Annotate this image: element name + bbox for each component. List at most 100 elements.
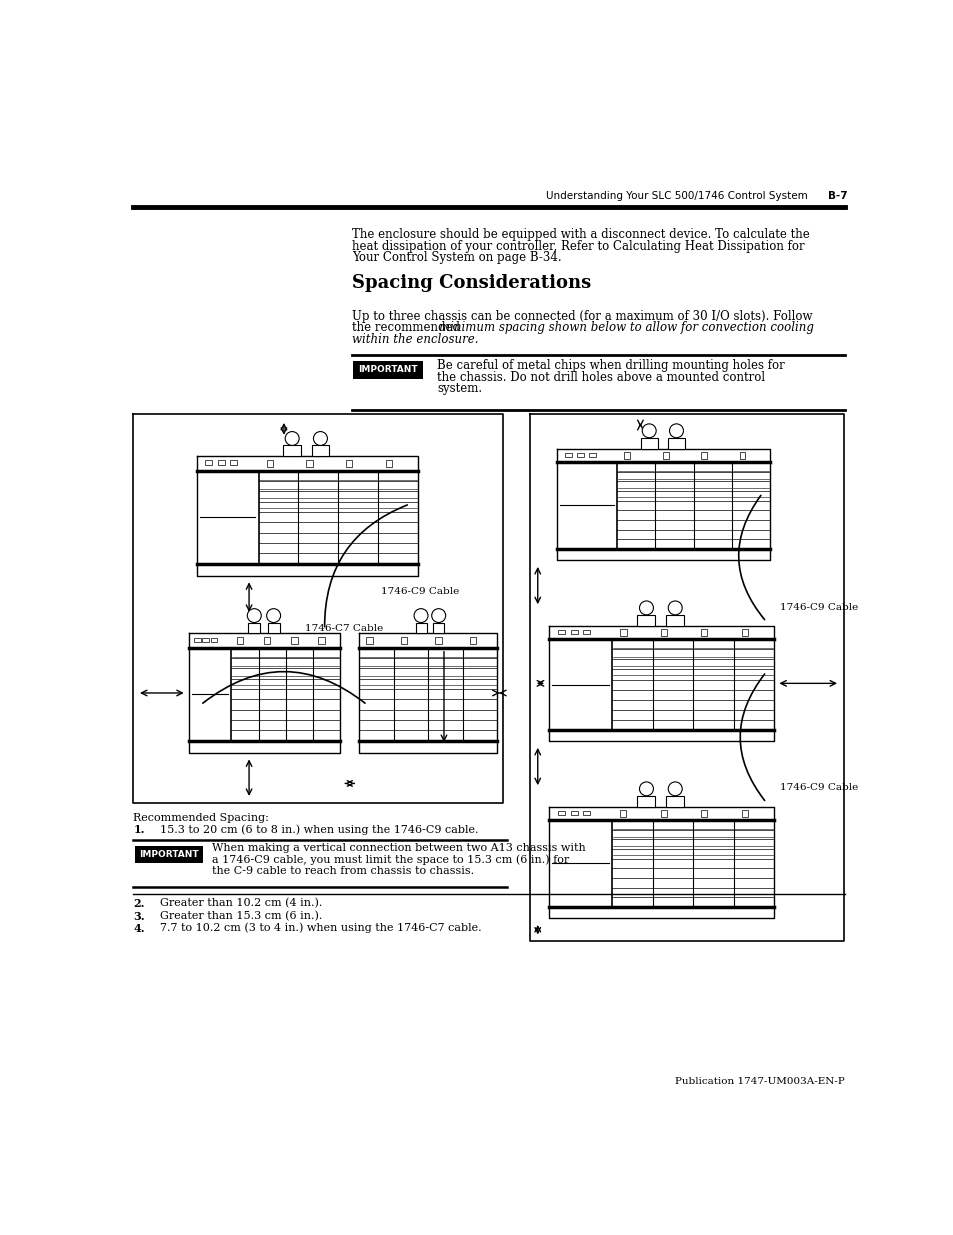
Text: the recommended: the recommended [352, 321, 463, 335]
Text: the C-9 cable to reach from chassis to chassis.: the C-9 cable to reach from chassis to c… [212, 866, 474, 876]
Bar [564, 452, 572, 457]
Bar [291, 637, 297, 643]
Bar [266, 459, 273, 467]
Bar [400, 637, 407, 643]
Text: Publication 1747-UM003A-EN-P: Publication 1747-UM003A-EN-P [674, 1077, 843, 1086]
Text: system.: system. [436, 383, 481, 395]
Bar [470, 637, 476, 643]
Bar [588, 452, 596, 457]
Bar [660, 629, 666, 636]
Text: 1746-C9 Cable: 1746-C9 Cable [779, 603, 857, 611]
Bar [211, 637, 217, 642]
Bar [267, 622, 279, 634]
Text: within the enclosure.: within the enclosure. [352, 333, 477, 346]
Text: 15.3 to 20 cm (6 to 8 in.) when using the 1746-C9 cable.: 15.3 to 20 cm (6 to 8 in.) when using th… [159, 824, 477, 835]
Bar [582, 810, 590, 815]
Bar [236, 637, 243, 643]
Bar [741, 629, 747, 636]
Text: 2.: 2. [133, 898, 145, 909]
Text: Your Control System on page B-34.: Your Control System on page B-34. [352, 252, 560, 264]
Text: 4.: 4. [133, 923, 145, 934]
Bar [637, 615, 655, 626]
Text: 7.7 to 10.2 cm (3 to 4 in.) when using the 1746-C7 cable.: 7.7 to 10.2 cm (3 to 4 in.) when using t… [159, 923, 480, 934]
Bar [312, 446, 329, 456]
Text: B-7: B-7 [827, 190, 847, 200]
Bar [385, 459, 392, 467]
Bar [700, 810, 706, 816]
Circle shape [432, 609, 445, 622]
Bar [667, 437, 684, 448]
Circle shape [669, 424, 682, 437]
Circle shape [314, 431, 327, 446]
Bar [700, 452, 706, 458]
Circle shape [639, 601, 653, 615]
Text: 1746-C9 Cable: 1746-C9 Cable [779, 783, 857, 793]
Text: 1746-C9 Cable: 1746-C9 Cable [381, 587, 459, 597]
Bar [665, 795, 683, 806]
Bar [570, 630, 577, 634]
Text: Understanding Your SLC 500/1746 Control System: Understanding Your SLC 500/1746 Control … [545, 190, 806, 200]
Bar [739, 452, 744, 458]
Text: the chassis. Do not drill holes above a mounted control: the chassis. Do not drill holes above a … [436, 370, 764, 384]
Bar [570, 810, 577, 815]
Circle shape [641, 424, 656, 437]
Bar [264, 637, 270, 643]
Bar [416, 622, 426, 634]
Circle shape [667, 782, 681, 795]
Circle shape [667, 601, 681, 615]
Bar [700, 629, 707, 636]
Text: Recommended Spacing:: Recommended Spacing: [133, 813, 269, 823]
Circle shape [639, 782, 653, 795]
Bar [248, 622, 260, 634]
Bar [660, 810, 666, 816]
Text: Spacing Considerations: Spacing Considerations [352, 274, 590, 293]
Text: heat dissipation of your controller, Refer to Calculating Heat Dissipation for: heat dissipation of your controller, Ref… [352, 240, 803, 253]
Bar [230, 461, 236, 464]
Bar [193, 637, 200, 642]
Bar [637, 795, 655, 806]
Bar [558, 810, 564, 815]
Text: Greater than 15.3 cm (6 in.).: Greater than 15.3 cm (6 in.). [159, 910, 321, 921]
FancyArrowPatch shape [740, 674, 764, 800]
Bar [346, 459, 352, 467]
Text: 3.: 3. [133, 910, 145, 921]
Bar [318, 637, 324, 643]
Bar [306, 459, 313, 467]
Circle shape [414, 609, 428, 622]
Bar [577, 452, 583, 457]
Circle shape [285, 431, 299, 446]
Bar [433, 622, 444, 634]
FancyArrowPatch shape [738, 495, 763, 620]
Text: 1.: 1. [133, 824, 145, 835]
Bar [741, 810, 747, 816]
Bar [217, 461, 224, 464]
Bar [640, 437, 657, 448]
Bar [435, 637, 441, 643]
Text: Be careful of metal chips when drilling mounting holes for: Be careful of metal chips when drilling … [436, 359, 784, 372]
Bar [202, 637, 209, 642]
Text: a 1746-C9 cable, you must limit the space to 15.3 cm (6 in.) for: a 1746-C9 cable, you must limit the spac… [212, 855, 569, 864]
Bar [619, 629, 626, 636]
Text: Greater than 10.2 cm (4 in.).: Greater than 10.2 cm (4 in.). [159, 898, 321, 909]
FancyArrowPatch shape [324, 505, 407, 626]
Text: When making a vertical connection between two A13 chassis with: When making a vertical connection betwee… [212, 842, 585, 852]
Bar [558, 630, 564, 634]
FancyArrowPatch shape [203, 672, 365, 703]
Bar [134, 846, 203, 863]
Bar [283, 446, 301, 456]
Text: minimum spacing shown below to allow for convection cooling: minimum spacing shown below to allow for… [438, 321, 813, 335]
Circle shape [247, 609, 261, 622]
Text: IMPORTANT: IMPORTANT [139, 850, 198, 858]
Bar [619, 810, 626, 816]
Bar [662, 452, 668, 458]
Text: The enclosure should be equipped with a disconnect device. To calculate the: The enclosure should be equipped with a … [352, 228, 809, 241]
Bar [582, 630, 590, 634]
Text: 1746-C7 Cable: 1746-C7 Cable [305, 624, 383, 634]
Bar [205, 461, 212, 464]
Bar [665, 615, 683, 626]
Circle shape [267, 609, 280, 622]
Text: Up to three chassis can be connected (for a maximum of 30 I/O slots). Follow: Up to three chassis can be connected (fo… [352, 310, 811, 322]
Bar [353, 361, 422, 379]
Text: IMPORTANT: IMPORTANT [358, 366, 417, 374]
Bar [366, 637, 373, 643]
